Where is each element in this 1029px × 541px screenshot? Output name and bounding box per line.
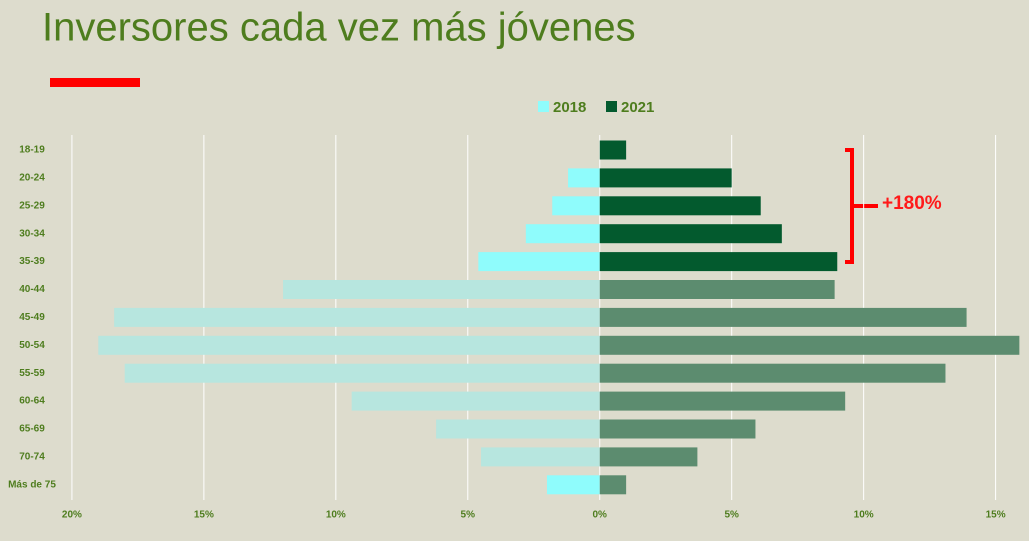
legend-label: 2021 bbox=[621, 99, 654, 116]
x-tick-label: 0% bbox=[593, 510, 608, 521]
y-tick-label: 55-59 bbox=[19, 368, 45, 379]
bar bbox=[599, 168, 732, 188]
legend-swatch bbox=[606, 101, 617, 112]
bar bbox=[568, 168, 600, 188]
bracket bbox=[845, 148, 878, 264]
y-tick-label: Más de 75 bbox=[8, 479, 56, 490]
bar bbox=[124, 363, 600, 383]
y-tick-label: 20-24 bbox=[19, 173, 45, 184]
bar bbox=[599, 140, 627, 160]
x-tick-label: 5% bbox=[461, 510, 476, 521]
x-tick-label: 15% bbox=[986, 510, 1006, 521]
chart-title: Inversores cada vez más jóvenes bbox=[42, 6, 636, 50]
bar bbox=[599, 447, 698, 467]
bar bbox=[98, 335, 600, 355]
annotation: +180% bbox=[882, 193, 942, 214]
bar bbox=[546, 475, 600, 495]
y-tick-label: 35-39 bbox=[19, 256, 45, 267]
bar bbox=[114, 307, 600, 327]
bar bbox=[599, 391, 846, 411]
y-tick-label: 65-69 bbox=[19, 424, 45, 435]
bar bbox=[599, 196, 761, 216]
bar bbox=[351, 391, 600, 411]
x-tick-label: 20% bbox=[62, 510, 82, 521]
bar bbox=[552, 196, 600, 216]
bar bbox=[480, 447, 600, 467]
bar bbox=[599, 475, 627, 495]
y-tick-label: 18-19 bbox=[19, 145, 45, 156]
y-tick-label: 70-74 bbox=[19, 452, 45, 463]
y-tick-label: 30-34 bbox=[19, 228, 45, 239]
bar bbox=[599, 280, 835, 299]
bar bbox=[599, 307, 967, 327]
bar bbox=[599, 252, 838, 272]
x-tick-label: 5% bbox=[724, 510, 739, 521]
bar bbox=[599, 335, 1020, 355]
bar bbox=[436, 419, 600, 439]
legend-label: 2018 bbox=[553, 99, 586, 116]
y-tick-label: 45-49 bbox=[19, 312, 45, 323]
bar bbox=[599, 363, 946, 383]
x-tick-label: 10% bbox=[326, 510, 346, 521]
bar bbox=[525, 224, 600, 244]
y-tick-label: 25-29 bbox=[19, 200, 45, 211]
y-tick-label: 50-54 bbox=[19, 340, 45, 351]
y-tick-label: 60-64 bbox=[19, 396, 45, 407]
bar bbox=[478, 252, 600, 272]
x-tick-label: 10% bbox=[854, 510, 874, 521]
bar bbox=[599, 224, 782, 244]
title-underline bbox=[50, 78, 140, 87]
y-tick-label: 40-44 bbox=[19, 284, 45, 295]
bar bbox=[599, 419, 756, 439]
x-tick-label: 15% bbox=[194, 510, 214, 521]
bar bbox=[283, 280, 600, 299]
legend-swatch bbox=[538, 101, 549, 112]
